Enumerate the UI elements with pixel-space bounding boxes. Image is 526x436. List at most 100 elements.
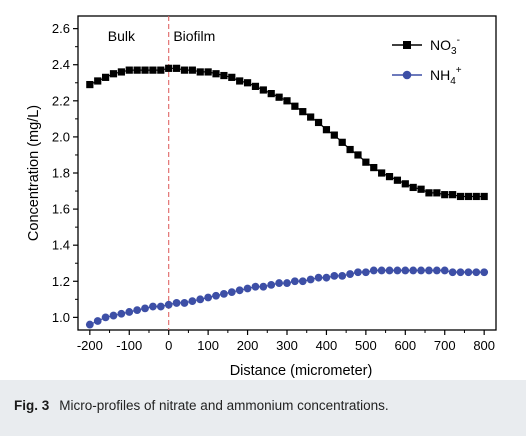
data-point <box>133 66 141 74</box>
data-point <box>409 183 417 192</box>
data-point <box>291 102 299 110</box>
x-tick-label: 700 <box>434 338 456 353</box>
x-tick-label: 0 <box>165 338 172 353</box>
data-point <box>93 317 102 325</box>
x-tick-label: 600 <box>394 338 416 353</box>
x-tick-label: 500 <box>355 338 377 353</box>
x-tick-label: 300 <box>276 338 298 353</box>
data-point <box>330 131 338 139</box>
data-point <box>370 163 378 172</box>
data-point <box>85 320 94 329</box>
data-point <box>149 66 157 74</box>
data-point <box>440 266 449 275</box>
y-axis-title: Concentration (mg/L) <box>26 105 42 241</box>
region-label: Biofilm <box>173 28 215 44</box>
data-point <box>307 113 315 121</box>
data-point <box>117 309 126 318</box>
data-point <box>141 66 149 74</box>
data-point <box>236 77 244 85</box>
data-point <box>102 73 110 81</box>
data-point <box>322 126 331 134</box>
data-point <box>86 80 94 89</box>
data-point <box>338 138 346 146</box>
data-point <box>346 270 354 278</box>
data-point <box>204 68 212 76</box>
legend: NO3- NH4+ <box>392 35 462 87</box>
y-tick-label: 2.2 <box>52 93 70 108</box>
y-tick-label: 1.8 <box>52 166 70 181</box>
data-point <box>425 189 433 197</box>
data-point <box>314 118 323 127</box>
data-point <box>212 291 220 300</box>
data-point <box>180 299 189 307</box>
data-point <box>157 66 165 74</box>
y-tick-label: 2.0 <box>52 129 70 144</box>
data-point <box>448 268 457 277</box>
region-label: Bulk <box>108 28 136 44</box>
data-point <box>385 266 394 275</box>
data-point <box>220 290 228 298</box>
data-point <box>149 302 157 311</box>
data-point <box>172 64 181 72</box>
data-point <box>298 277 307 286</box>
data-point <box>385 173 394 181</box>
series-1 <box>85 266 489 329</box>
data-point <box>196 295 205 304</box>
data-point <box>425 266 433 275</box>
data-point <box>330 271 339 280</box>
data-point <box>259 86 267 94</box>
data-point <box>251 82 260 90</box>
data-point <box>283 279 291 287</box>
data-point <box>109 70 118 78</box>
data-point <box>480 192 488 201</box>
data-point <box>267 280 276 289</box>
data-point <box>172 299 181 307</box>
data-point <box>180 66 189 74</box>
data-point <box>369 266 378 275</box>
data-point <box>456 192 465 201</box>
data-point <box>165 64 173 72</box>
data-point <box>283 97 291 105</box>
y-tick-label: 1.2 <box>52 274 70 289</box>
x-tick-label: -200 <box>77 338 103 353</box>
data-point <box>362 158 370 166</box>
data-point <box>433 189 441 197</box>
data-point <box>314 273 323 282</box>
y-tick-label: 1.6 <box>52 202 70 217</box>
x-axis-title: Distance (micrometer) <box>230 363 373 379</box>
data-point <box>393 176 402 184</box>
data-point <box>346 145 354 154</box>
y-tick-label: 2.6 <box>52 21 70 36</box>
data-point <box>464 192 472 201</box>
data-point <box>299 108 307 116</box>
data-point <box>133 306 142 315</box>
data-point <box>401 266 410 275</box>
data-point <box>472 192 480 201</box>
data-point <box>417 185 425 193</box>
data-point <box>141 304 149 313</box>
series-0 <box>86 64 488 201</box>
chart: -200 -100 0 100 200 300 400 500 600 700 800 1.0 1.2 1… <box>26 15 497 379</box>
data-point <box>275 93 283 101</box>
data-point <box>409 266 418 275</box>
x-tick-label: 400 <box>316 338 338 353</box>
data-point <box>290 277 299 286</box>
y-tick-label: 1.4 <box>52 238 70 253</box>
data-point <box>267 89 275 98</box>
figure-caption: Fig. 3 Micro-profiles of nitrate and ammo… <box>14 398 389 413</box>
data-point <box>227 288 236 297</box>
data-point <box>125 308 134 316</box>
data-point <box>393 266 402 275</box>
data-point <box>464 268 473 277</box>
caption-text: Micro-profiles of nitrate and ammonium c… <box>59 398 389 413</box>
legend-marker <box>403 41 411 49</box>
data-point <box>401 180 409 188</box>
data-point <box>456 268 465 277</box>
data-point <box>220 71 228 80</box>
data-point <box>354 268 362 277</box>
data-point <box>306 275 315 284</box>
series-line <box>89 67 485 198</box>
data-point <box>156 302 165 311</box>
data-point <box>164 300 173 309</box>
x-tick-label: 200 <box>237 338 259 353</box>
